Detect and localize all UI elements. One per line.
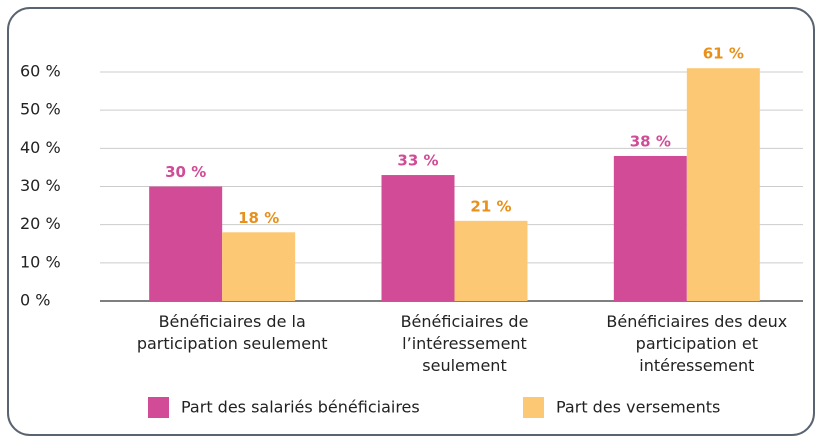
y-tick-label: 30 % <box>20 176 61 195</box>
legend-swatch <box>523 397 544 418</box>
y-tick-label: 50 % <box>20 100 61 119</box>
bar <box>222 232 296 301</box>
legend-label: Part des salariés bénéficiaires <box>181 398 420 417</box>
x-tick-label: Bénéficiaires des deux participation et in… <box>606 312 787 375</box>
y-tick-label: 20 % <box>20 214 61 233</box>
bar <box>613 155 687 301</box>
x-tick-label: Bénéficiaires de l’intéressement seulement <box>401 312 529 375</box>
value-label: 38 % <box>630 132 671 150</box>
y-tick-label: 0 % <box>20 291 50 310</box>
bar <box>454 220 528 301</box>
y-tick-label: 10 % <box>20 252 61 271</box>
value-label: 33 % <box>397 152 438 170</box>
value-label: 61 % <box>703 45 744 63</box>
y-tick-label: 40 % <box>20 138 61 157</box>
y-tick-label: 60 % <box>20 62 61 81</box>
bar <box>149 186 223 301</box>
legend-swatch <box>148 397 169 418</box>
bar <box>381 175 455 301</box>
legend-label: Part des versements <box>556 398 720 417</box>
x-tick-label: Bénéficiaires de la participation seuleme… <box>137 312 328 353</box>
bar <box>686 68 760 301</box>
value-label: 18 % <box>238 209 279 227</box>
value-label: 21 % <box>470 197 511 215</box>
value-label: 30 % <box>165 163 206 181</box>
